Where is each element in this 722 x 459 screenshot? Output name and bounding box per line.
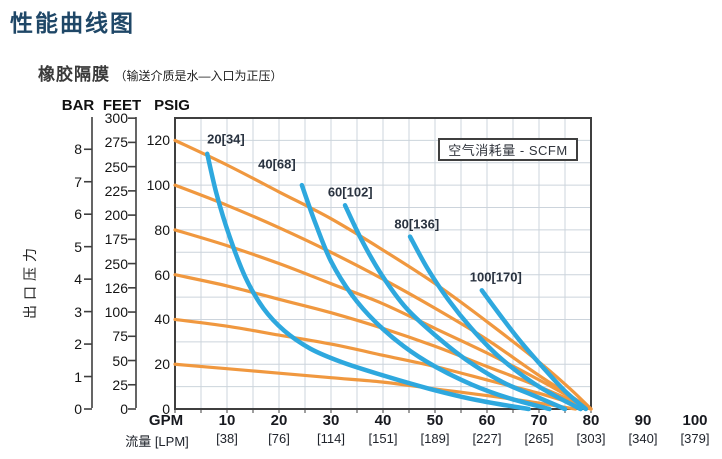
y-tick-label-feet: 250 <box>104 158 128 175</box>
y-tick-label-psig: 60 <box>154 266 170 283</box>
y-tick-label-bar: 5 <box>74 238 82 255</box>
x-tick-label-gpm: 40 <box>374 412 392 429</box>
y-tick-label-bar: 7 <box>74 173 82 190</box>
y-tick-label-feet: 25 <box>112 376 128 393</box>
y-tick-label-feet: 250 <box>104 255 128 272</box>
x-tick-label-gpm: 100 <box>682 412 708 429</box>
y-tick-label-feet: 100 <box>104 304 128 321</box>
x-tick-label-gpm: 80 <box>582 412 600 429</box>
y-tick-label-psig: 40 <box>154 311 170 328</box>
y-tick-label-psig: 0 <box>162 401 170 417</box>
curve-label-scfm-60: 60[102] <box>327 184 373 200</box>
x-axis-unit-lpm: 流量 [LPM] <box>125 434 189 449</box>
x-tick-label-lpm: [151] <box>368 431 398 446</box>
y-tick-label-bar: 8 <box>74 141 82 158</box>
y-scale-header-feet: FEET <box>102 97 142 114</box>
chart-subtitle: 橡胶隔膜 （输送介质是水—入口为正压） <box>38 60 282 85</box>
y-tick-label-bar: 3 <box>74 303 82 320</box>
y-tick-label-feet: 0 <box>120 401 128 417</box>
curve-scfm-20 <box>204 151 531 412</box>
y-tick-label-feet: 275 <box>104 134 128 151</box>
y-tick-label-bar: 6 <box>74 206 82 223</box>
x-tick-label-lpm: [114] <box>317 431 345 446</box>
curve-scfm-60 <box>342 203 568 412</box>
x-tick-label-lpm: [303] <box>576 431 606 446</box>
x-tick-label-lpm: [189] <box>420 431 450 446</box>
y-tick-label-bar: 2 <box>74 336 82 353</box>
y-tick-label-feet: 50 <box>112 352 128 369</box>
y-tick-label-bar: 4 <box>74 271 82 288</box>
curve-label-scfm-40: 40[68] <box>258 156 296 172</box>
x-tick-label-lpm: [379] <box>680 431 710 446</box>
subtitle-note: （输送介质是水—入口为正压） <box>114 69 283 83</box>
y-tick-label-feet: 75 <box>112 328 128 345</box>
legend-label: 空气消耗量 - SCFM <box>448 143 568 158</box>
x-tick-label-gpm: 60 <box>478 412 496 429</box>
curve-label-scfm-80: 80[136] <box>394 216 440 232</box>
curve-pressure-120 <box>173 138 593 411</box>
y-scale-header-bar: BAR <box>61 97 95 114</box>
curve-pressure-80 <box>173 228 593 411</box>
x-tick-label-gpm: 50 <box>426 412 444 429</box>
curve-label-scfm-20: 20[34] <box>207 131 245 147</box>
x-tick-label-gpm: 20 <box>270 412 288 429</box>
legend-box: 空气消耗量 - SCFM <box>438 138 578 161</box>
y-tick-label-bar: 1 <box>74 368 82 385</box>
x-tick-label-gpm: 70 <box>530 412 548 429</box>
x-tick-label-gpm: 10 <box>218 412 236 429</box>
x-tick-label-lpm: [38] <box>216 431 238 446</box>
y-tick-label-bar: 0 <box>74 401 82 417</box>
x-tick-label-lpm: [340] <box>628 431 658 446</box>
y-tick-label-psig: 120 <box>146 132 170 149</box>
x-tick-label-lpm: [227] <box>472 431 502 446</box>
y-tick-label-feet: 225 <box>104 182 128 199</box>
y-tick-label-feet: 175 <box>104 231 128 248</box>
x-tick-label-lpm: [265] <box>524 431 554 446</box>
curve-scfm-80 <box>407 234 583 412</box>
y-tick-label-feet: 300 <box>104 110 128 127</box>
y-tick-label-feet: 200 <box>104 207 128 224</box>
y-tick-label-feet: 126 <box>104 279 128 296</box>
x-tick-label-lpm: [76] <box>268 431 290 446</box>
x-axis-unit-gpm: GPM <box>148 412 184 429</box>
y-tick-label-psig: 80 <box>154 221 170 238</box>
y-tick-label-psig: 100 <box>146 177 170 194</box>
curve-label-scfm-100: 100[170] <box>469 269 522 285</box>
diaphragm-type-label: 橡胶隔膜 <box>38 65 110 84</box>
curve-scfm-100 <box>479 288 589 412</box>
y-scale-header-psig: PSIG <box>154 97 190 114</box>
curve-scfm-40 <box>299 182 552 412</box>
y-tick-label-psig: 20 <box>154 356 170 373</box>
page-title: 性能曲线图 <box>10 10 135 36</box>
plot-border <box>174 117 592 410</box>
x-tick-label-gpm: 30 <box>322 412 340 429</box>
x-tick-label-gpm: 90 <box>634 412 652 429</box>
